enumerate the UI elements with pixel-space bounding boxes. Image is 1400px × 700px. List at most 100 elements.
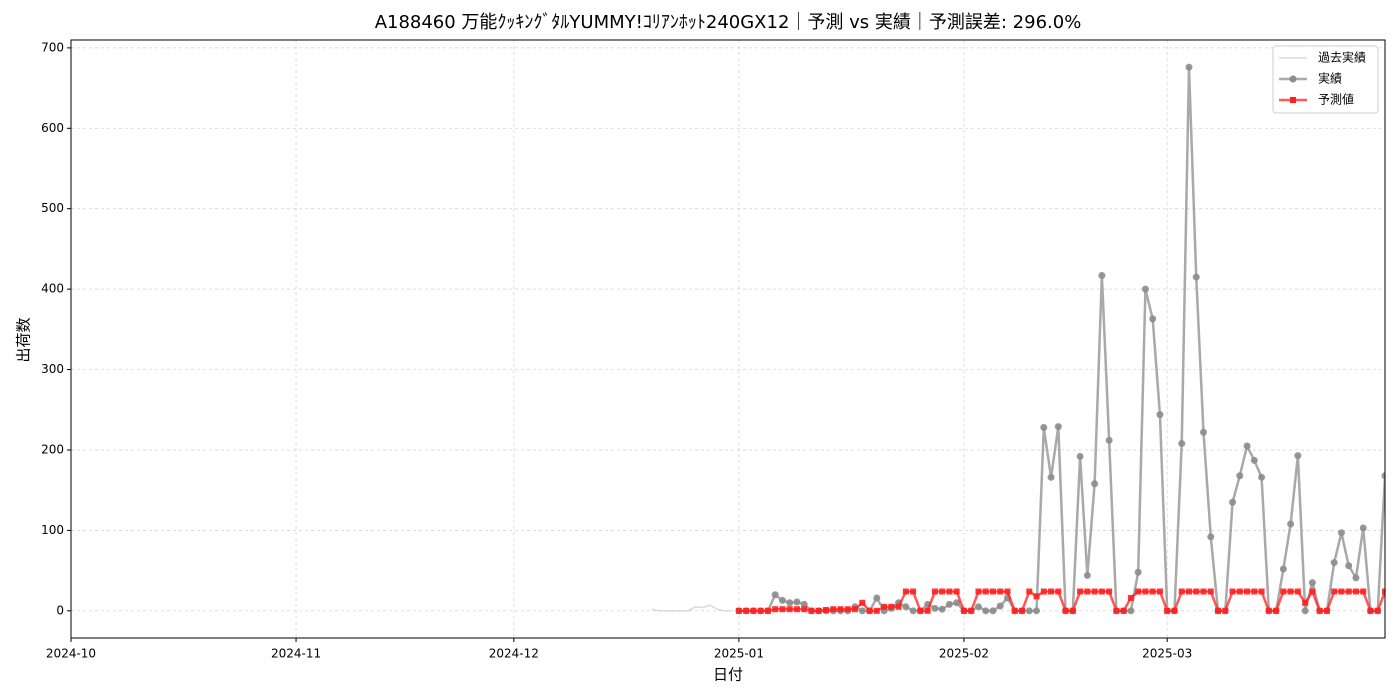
- data-point: [859, 599, 866, 606]
- data-point: [1033, 607, 1041, 615]
- data-point: [1106, 588, 1113, 595]
- data-point: [1193, 588, 1200, 595]
- data-point: [1098, 588, 1105, 595]
- data-point: [1330, 559, 1338, 567]
- x-tick-label: 2025-01: [714, 647, 764, 661]
- y-tick-label: 0: [56, 603, 64, 617]
- data-point: [1287, 588, 1294, 595]
- x-tick-label: 2025-02: [939, 647, 989, 661]
- data-point: [1265, 607, 1272, 614]
- data-point: [1047, 473, 1055, 481]
- data-point: [1113, 607, 1120, 614]
- data-point: [1215, 607, 1222, 614]
- data-point: [1127, 594, 1134, 601]
- data-point: [982, 588, 989, 595]
- data-point: [1004, 588, 1011, 595]
- data-point: [974, 603, 982, 611]
- data-point: [844, 606, 851, 613]
- data-point: [1033, 593, 1040, 600]
- x-tick-label: 2024-11: [271, 647, 321, 661]
- data-point: [779, 606, 786, 613]
- data-point: [1250, 456, 1258, 464]
- data-point: [1019, 607, 1026, 614]
- data-point: [757, 607, 764, 614]
- data-point: [800, 600, 808, 608]
- data-point: [1367, 607, 1374, 614]
- data-point: [1251, 588, 1258, 595]
- data-point: [1164, 607, 1171, 614]
- data-point: [1171, 607, 1178, 614]
- x-tick-label: 2024-12: [489, 647, 539, 661]
- data-point: [1258, 473, 1266, 481]
- data-point: [1207, 588, 1214, 595]
- data-point: [1316, 607, 1323, 614]
- data-point: [888, 603, 895, 610]
- data-point: [1185, 588, 1192, 595]
- data-point: [902, 603, 910, 611]
- data-point: [989, 588, 996, 595]
- data-point: [1302, 599, 1309, 606]
- data-point: [931, 604, 939, 612]
- data-point: [1048, 588, 1055, 595]
- data-point: [1077, 588, 1084, 595]
- data-point: [1105, 436, 1113, 444]
- data-point: [1294, 452, 1302, 460]
- data-point: [1069, 607, 1076, 614]
- data-point: [931, 588, 938, 595]
- data-point: [946, 588, 953, 595]
- y-tick-label: 700: [41, 40, 64, 54]
- data-point: [873, 594, 881, 602]
- data-point: [1308, 579, 1316, 587]
- data-point: [1236, 472, 1244, 480]
- data-point: [801, 606, 808, 613]
- x-tick-label: 2024-10: [46, 647, 96, 661]
- data-point: [1374, 607, 1381, 614]
- data-point: [938, 605, 946, 613]
- y-tick-label: 400: [41, 282, 64, 296]
- legend-label: 実績: [1318, 71, 1342, 86]
- data-point: [786, 599, 794, 607]
- data-point: [996, 602, 1004, 610]
- data-point: [1156, 588, 1163, 595]
- y-tick-label: 500: [41, 201, 64, 215]
- data-point: [1084, 588, 1091, 595]
- data-point: [793, 598, 801, 606]
- data-point: [1156, 411, 1164, 419]
- data-point: [1149, 588, 1156, 595]
- data-point: [1141, 285, 1149, 293]
- data-point: [910, 588, 917, 595]
- data-point: [1301, 607, 1309, 615]
- data-point: [1025, 607, 1033, 615]
- data-point: [1287, 520, 1295, 528]
- data-point: [1207, 533, 1215, 541]
- legend-marker: [1290, 97, 1296, 103]
- data-point: [858, 607, 866, 615]
- data-point: [924, 607, 931, 614]
- data-point: [1127, 607, 1135, 615]
- data-point: [823, 607, 830, 614]
- data-point: [1026, 588, 1033, 595]
- data-point: [1337, 529, 1345, 537]
- data-point: [1120, 607, 1127, 614]
- data-point: [1200, 588, 1207, 595]
- data-point: [1091, 588, 1098, 595]
- data-point: [1098, 271, 1106, 279]
- data-point: [1076, 452, 1084, 460]
- data-point: [997, 588, 1004, 595]
- data-point: [793, 606, 800, 613]
- data-point: [902, 588, 909, 595]
- data-point: [909, 607, 917, 615]
- data-point: [1185, 63, 1193, 71]
- data-point: [743, 607, 750, 614]
- data-point: [873, 607, 880, 614]
- data-point: [1178, 440, 1186, 448]
- data-point: [852, 606, 859, 613]
- data-point: [764, 607, 771, 614]
- data-point: [1243, 442, 1251, 450]
- data-point: [895, 603, 902, 610]
- data-point: [1040, 423, 1048, 431]
- data-point: [1279, 565, 1287, 573]
- data-point: [1280, 588, 1287, 595]
- data-point: [953, 588, 960, 595]
- data-point: [1360, 588, 1367, 595]
